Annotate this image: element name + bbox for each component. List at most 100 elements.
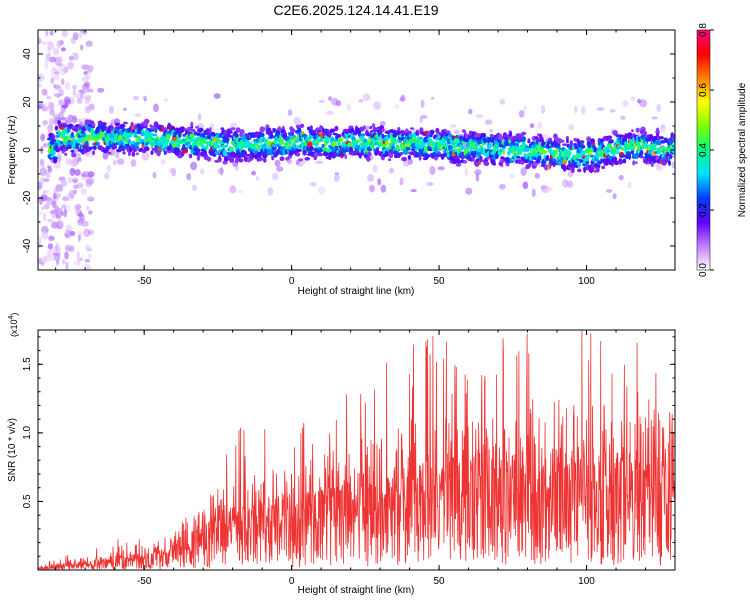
heatmap-cell <box>415 131 420 136</box>
heatmap-cell <box>85 70 92 80</box>
heatmap-cell <box>392 138 397 145</box>
heatmap-cell <box>64 244 72 251</box>
heatmap-cell <box>641 130 648 136</box>
heatmap-cell <box>333 142 338 147</box>
heatmap-cell <box>223 149 227 156</box>
heatmap-cell <box>196 148 201 153</box>
heatmap-cell <box>71 131 74 137</box>
heatmap-cell <box>92 150 96 156</box>
heatmap-cell <box>644 142 648 148</box>
heatmap-cell <box>153 103 159 113</box>
heatmap-cell <box>641 136 647 141</box>
heatmap-cell <box>672 133 675 139</box>
heatmap-cell <box>463 160 468 164</box>
heatmap-cell <box>622 158 627 164</box>
heatmap-cell <box>307 141 313 147</box>
heatmap-cell <box>520 167 527 176</box>
heatmap-cell <box>617 160 624 164</box>
heatmap-cell <box>537 121 543 129</box>
heatmap-cell <box>224 144 229 148</box>
heatmap-cell <box>69 231 76 236</box>
heatmap-cell <box>389 167 394 173</box>
heatmap-cell <box>589 167 593 174</box>
heatmap-cell <box>40 133 46 142</box>
y-tick-label: 20 <box>22 96 33 108</box>
colorbar-tick-label: 0.4 <box>698 143 709 157</box>
colorbar-ticks: 0.0 0.2 0.4 0.6 0.8 <box>698 23 714 277</box>
snr-series-line <box>38 330 675 570</box>
heatmap-cell <box>53 74 60 81</box>
heatmap-cell <box>55 84 62 92</box>
heatmap-cell <box>516 156 521 159</box>
heatmap-cell <box>49 109 55 116</box>
heatmap-cell <box>130 159 137 167</box>
heatmap-cell <box>295 124 301 128</box>
heatmap-cell <box>399 151 404 156</box>
x-tick-label: 50 <box>434 276 446 287</box>
heatmap-cell <box>129 146 133 153</box>
heatmap-cell <box>669 154 673 160</box>
heatmap-cell <box>255 175 260 182</box>
heatmap-cell <box>456 158 461 164</box>
heatmap-cell <box>72 88 77 98</box>
heatmap-cell <box>73 189 77 195</box>
heatmap-cell <box>596 154 600 160</box>
x-tick-label: -50 <box>137 276 152 287</box>
heatmap-cell <box>82 131 87 138</box>
heatmap-cell <box>632 160 636 166</box>
heatmap-cell <box>47 47 51 56</box>
heatmap-cell <box>334 125 339 132</box>
heatmap-cell <box>437 166 445 171</box>
heatmap-cell <box>276 166 284 172</box>
heatmap-cell <box>477 139 483 143</box>
heatmap-cell <box>60 179 68 188</box>
heatmap-cell <box>612 193 617 200</box>
heatmap-cell <box>345 136 350 140</box>
snr-multiplier: (x104) <box>8 313 19 337</box>
heatmap-cell <box>367 174 375 182</box>
heatmap-cell <box>95 141 100 146</box>
heatmap-cell <box>443 143 450 148</box>
heatmap-cell <box>84 94 92 101</box>
heatmap-cell <box>318 99 326 104</box>
heatmap-cell <box>540 137 544 142</box>
heatmap-cell <box>547 186 554 192</box>
heatmap-cell <box>534 136 539 140</box>
y-tick-label: -40 <box>22 238 33 253</box>
heatmap-cell <box>567 180 574 188</box>
heatmap-cell <box>86 88 94 93</box>
heatmap-cell <box>57 154 62 164</box>
heatmap-cell <box>380 184 387 193</box>
heatmap-cell <box>81 214 86 222</box>
heatmap-cell <box>88 229 94 235</box>
heatmap-cell <box>61 117 67 121</box>
heatmap-cell <box>85 179 93 188</box>
heatmap-cell <box>77 157 82 162</box>
heatmap-cell <box>273 139 278 144</box>
heatmap-cell <box>48 56 57 63</box>
heatmap-cell <box>555 149 559 156</box>
heatmap-cell <box>64 251 69 260</box>
heatmap-cell <box>41 88 47 96</box>
heatmap-cell <box>384 140 389 146</box>
heatmap-cell <box>411 148 415 151</box>
heatmap-cell <box>475 173 480 182</box>
colorbar: 0.0 0.2 0.4 0.6 0.8 Normalized spectral ampl… <box>696 23 748 277</box>
heatmap-cell <box>406 130 412 135</box>
snr-xlabel: Height of straight line (km) <box>298 585 415 596</box>
heatmap-cell <box>637 98 642 104</box>
heatmap-cell <box>295 145 301 149</box>
heatmap-cell <box>113 160 117 166</box>
heatmap-cell <box>580 150 586 155</box>
heatmap-cell <box>362 93 371 101</box>
heatmap-cell <box>47 243 54 250</box>
heatmap-cell <box>59 141 64 145</box>
heatmap-cell <box>63 96 71 103</box>
heatmap-cell <box>596 166 600 173</box>
heatmap-cell <box>122 151 126 155</box>
heatmap-cell <box>434 155 438 161</box>
colorbar-tick-label: 0.6 <box>698 83 709 97</box>
heatmap-cell <box>449 132 452 139</box>
heatmap-cell <box>360 133 366 137</box>
heatmap-cell <box>162 148 166 152</box>
